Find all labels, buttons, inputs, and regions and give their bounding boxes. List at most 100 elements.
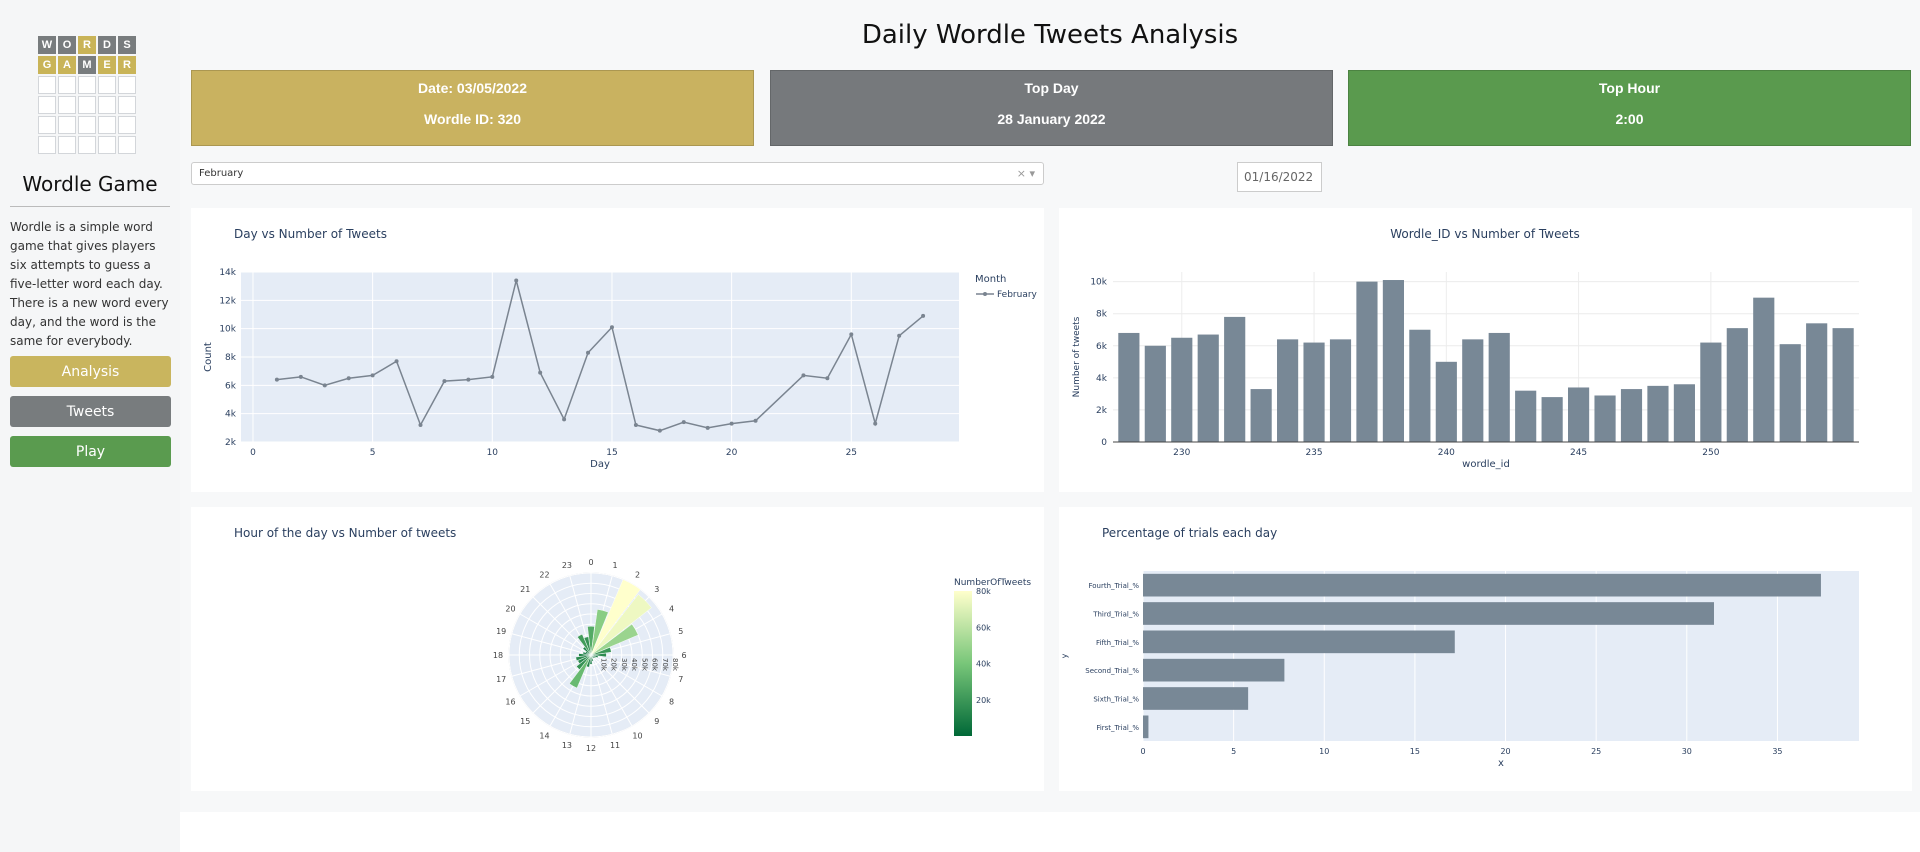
polar-bar — [590, 652, 607, 658]
line-chart-panel: 2k 4k 6k 8k 10k 12k 14k 0 5 10 15 20 25 Day vs Number… — [191, 208, 1044, 492]
bar — [1726, 328, 1748, 442]
analysis-button[interactable]: Analysis — [10, 356, 171, 387]
data-point — [897, 333, 902, 338]
angular-tick-label: 18 — [493, 651, 503, 660]
bar — [1462, 339, 1484, 442]
x-tick-label: 5 — [370, 448, 376, 458]
x-tick-label: 25 — [846, 448, 857, 458]
logo-empty-tile — [78, 136, 96, 154]
logo-empty-tile — [118, 116, 136, 134]
angular-gridline — [532, 596, 592, 656]
play-button[interactable]: Play — [10, 436, 171, 467]
bar — [1806, 323, 1828, 442]
angular-tick-label: 8 — [669, 698, 674, 707]
y-tick-label: Fourth_Trial_% — [1088, 582, 1139, 590]
y-tick-label: 0 — [1101, 438, 1107, 448]
bar — [1143, 687, 1249, 710]
hbar-chart-panel: 0 5 10 15 20 25 30 35 Fourth_Trial_% Third_Trial_… — [1059, 507, 1912, 791]
logo-empty-tile — [38, 76, 56, 94]
data-point — [370, 373, 375, 378]
logo-letter-tile: O — [58, 36, 76, 54]
x-tick-label: 20 — [1500, 747, 1510, 756]
x-axis-label: wordle_id — [1462, 459, 1510, 470]
data-point — [346, 376, 351, 381]
y-tick-label: 12k — [219, 296, 236, 306]
data-point — [322, 383, 327, 388]
data-point — [873, 421, 878, 426]
y-tick-label: Third_Trial_% — [1092, 611, 1139, 619]
radial-tick-label: 20k — [610, 658, 618, 672]
angular-tick-label: 19 — [496, 627, 506, 636]
clear-icon[interactable]: × — [1016, 167, 1026, 180]
top-hour-card-title: Top Hour — [1598, 80, 1661, 96]
x-tick-label: 0 — [1140, 747, 1145, 756]
page-title: Daily Wordle Tweets Analysis — [861, 20, 1239, 50]
logo-empty-tile — [118, 76, 136, 94]
date-picker[interactable]: 01/16/2022 — [1237, 162, 1322, 192]
chevron-down-icon[interactable]: ▾ — [1029, 167, 1035, 180]
angular-tick-label: 10 — [632, 732, 642, 741]
logo-empty-tile — [58, 76, 76, 94]
tweets-button[interactable]: Tweets — [10, 396, 171, 427]
angular-gridline — [590, 654, 633, 727]
top-day-card-title: Top Day — [1024, 80, 1079, 96]
data-point — [609, 325, 614, 330]
plot-area — [1143, 571, 1859, 741]
data-point — [849, 332, 854, 337]
angular-tick-label: 23 — [562, 561, 572, 570]
x-tick-label: 10 — [1319, 747, 1329, 756]
bar — [1700, 342, 1722, 442]
logo-empty-tile — [38, 136, 56, 154]
angular-tick-label: 9 — [654, 717, 659, 726]
logo-empty-tile — [118, 96, 136, 114]
x-tick-label: 10 — [487, 448, 499, 458]
colorbar-tick-label: 60k — [976, 623, 991, 632]
polar-bar — [590, 579, 641, 656]
y-tick-label: 8k — [1096, 310, 1108, 320]
data-point — [442, 379, 447, 384]
polar-bar — [590, 594, 652, 656]
polar-chart-panel: 0 1 2 3 4 5 6 7 8 9 10 11 12 13 14 15 16 17 18 19 20 21 22 23 10… — [191, 507, 1044, 791]
month-dropdown[interactable]: February × ▾ — [191, 162, 1044, 185]
radial-tick-label: 50k — [640, 658, 648, 672]
data-point — [681, 420, 686, 425]
colorbar — [954, 591, 972, 736]
angular-tick-label: 5 — [678, 627, 683, 636]
y-tick-label: Sixth_Trial_% — [1093, 696, 1139, 704]
x-tick-label: 15 — [606, 448, 617, 458]
logo-empty-tile — [38, 116, 56, 134]
legend-marker — [983, 292, 987, 296]
logo-empty-tile — [98, 96, 116, 114]
bar — [1568, 387, 1590, 442]
angular-tick-label: 7 — [678, 675, 683, 684]
polar-bar — [590, 647, 612, 656]
y-tick-label: 10k — [1090, 278, 1107, 288]
data-point — [753, 418, 758, 423]
angular-tick-label: 17 — [496, 675, 506, 684]
angular-tick-label: 21 — [520, 585, 530, 594]
date-card-line1: Date: 03/05/2022 — [418, 80, 527, 96]
logo-empty-tile — [98, 116, 116, 134]
angular-tick-label: 3 — [654, 585, 659, 594]
data-point — [514, 278, 519, 283]
bar — [1382, 280, 1404, 442]
chart-title: Day vs Number of Tweets — [234, 227, 387, 241]
logo-letter-tile: S — [118, 36, 136, 54]
sidebar-title: Wordle Game — [22, 172, 158, 196]
data-point — [633, 423, 638, 427]
data-point — [657, 428, 662, 433]
data-point — [394, 359, 399, 364]
radial-tick-label: 80k — [671, 658, 679, 672]
sidebar-divider — [10, 206, 170, 207]
polar-bar — [578, 653, 592, 657]
polar-bar — [590, 623, 639, 656]
bar — [1673, 384, 1695, 442]
x-tick-label: 230 — [1173, 448, 1190, 458]
bar — [1118, 332, 1140, 442]
bar — [1329, 339, 1352, 442]
angular-tick-label: 1 — [613, 561, 618, 570]
y-tick-label: 10k — [219, 325, 236, 335]
logo-empty-tile — [58, 116, 76, 134]
x-tick-label: 20 — [726, 448, 738, 458]
polar-bar — [577, 633, 592, 656]
